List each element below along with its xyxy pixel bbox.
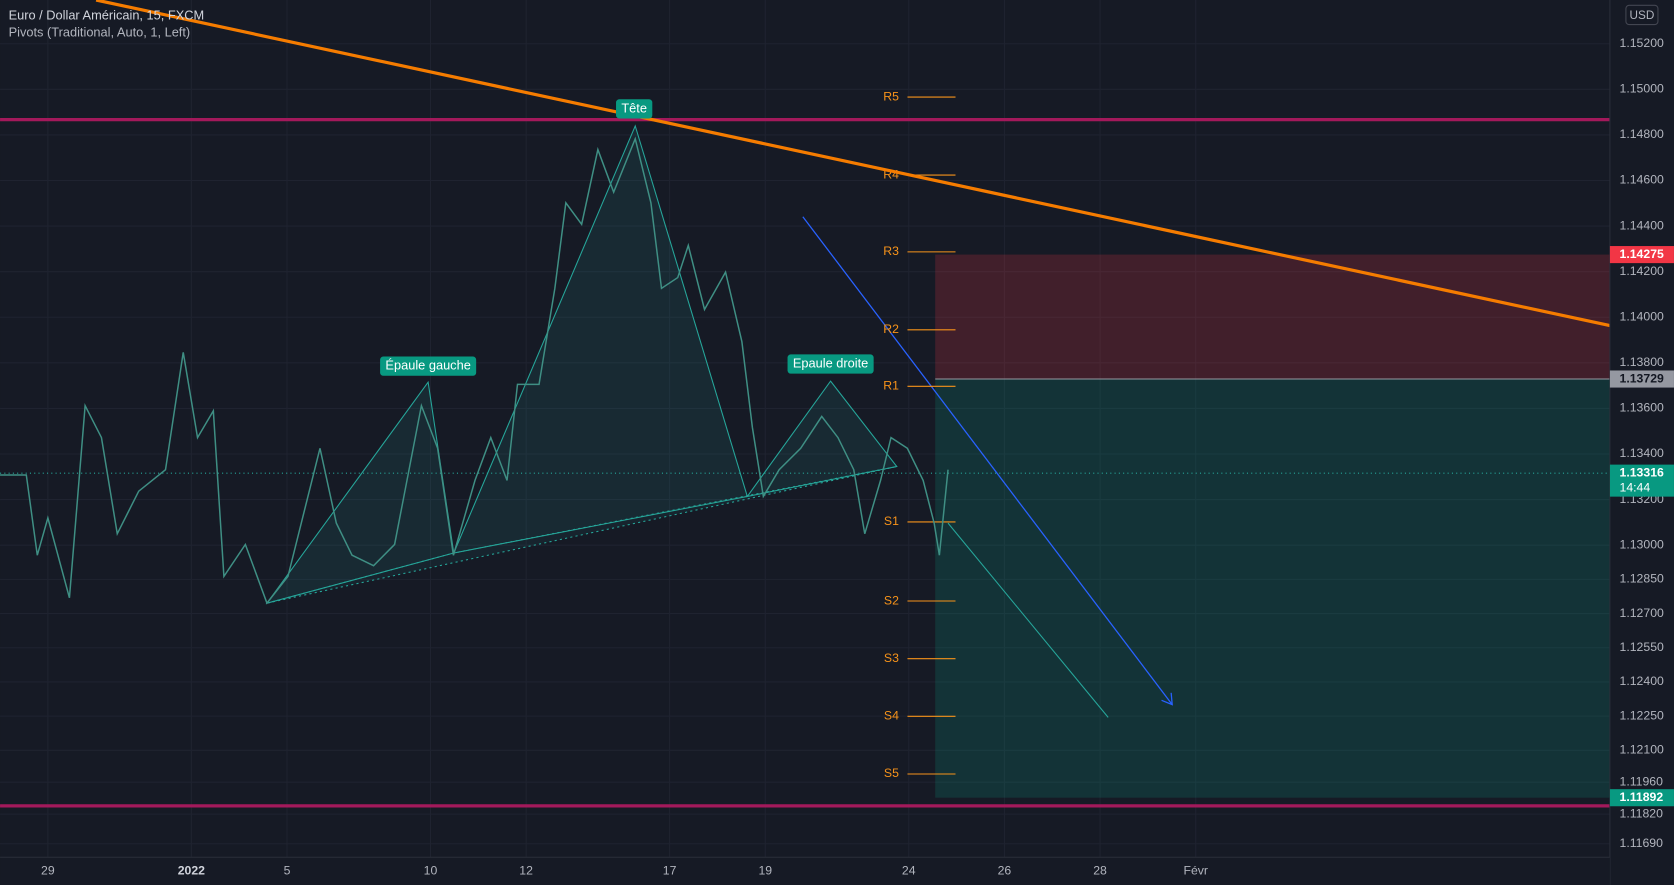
y-tick-label: 1.14000 bbox=[1620, 309, 1665, 323]
forecast-arrow bbox=[802, 216, 1173, 706]
price-tag-label: 1.14275 bbox=[1620, 247, 1665, 261]
x-tick-label: 29 bbox=[41, 863, 55, 877]
pivot-label: S2 bbox=[884, 593, 899, 607]
y-tick-label: 1.12850 bbox=[1620, 572, 1665, 586]
annotation-box bbox=[616, 99, 653, 119]
price-tag-label: 1.13316 bbox=[1620, 465, 1665, 479]
y-tick-label: 1.15200 bbox=[1620, 36, 1665, 50]
position-tool bbox=[935, 254, 1610, 798]
indicator-label: Pivots (Traditional, Auto, 1, Left) bbox=[9, 24, 191, 39]
y-tick-label: 1.12700 bbox=[1620, 606, 1665, 620]
x-tick-label: 2022 bbox=[178, 863, 205, 877]
target-zone bbox=[935, 379, 1610, 798]
price-tag bbox=[1609, 246, 1674, 264]
price-tag bbox=[1609, 370, 1674, 388]
y-tick-label: 1.12400 bbox=[1620, 674, 1665, 688]
y-tick-label: 1.12550 bbox=[1620, 640, 1665, 654]
x-tick-label: 17 bbox=[663, 863, 677, 877]
x-tick-label: 26 bbox=[998, 863, 1012, 877]
stop-zone bbox=[935, 254, 1610, 380]
axes: 1.15200 1.15000 1.14800 1.14600 1.14400 1.142… bbox=[41, 36, 1674, 877]
x-tick-label: 28 bbox=[1093, 863, 1107, 877]
price-tag-label: 1.11892 bbox=[1620, 790, 1664, 804]
currency[interactable]: USD bbox=[1630, 9, 1655, 22]
y-tick-label: 1.13400 bbox=[1620, 446, 1665, 460]
y-tick-label: 1.14200 bbox=[1620, 264, 1665, 278]
time-axis bbox=[0, 857, 1610, 885]
pivot-label: R2 bbox=[883, 322, 899, 336]
annotation: Tête bbox=[621, 100, 647, 115]
x-tick-label: 5 bbox=[284, 863, 291, 877]
arrow-line bbox=[802, 216, 1173, 705]
neckline bbox=[266, 465, 897, 604]
price-tag-label: 1.13729 bbox=[1620, 371, 1665, 385]
right-shoulder bbox=[746, 380, 898, 498]
pivot-label: S5 bbox=[884, 766, 899, 780]
pivot-label: S3 bbox=[884, 651, 899, 665]
x-tick-label: 10 bbox=[424, 863, 438, 877]
price-tag bbox=[1609, 789, 1674, 807]
y-tick-label: 1.14400 bbox=[1620, 218, 1665, 232]
y-tick-label: 1.11820 bbox=[1620, 806, 1664, 820]
y-tick-label: 1.14600 bbox=[1620, 173, 1665, 187]
y-tick-label: 1.14800 bbox=[1620, 127, 1665, 141]
y-tick-label: 1.13800 bbox=[1620, 355, 1665, 369]
price-tag bbox=[1609, 464, 1674, 497]
trend-line bbox=[95, 0, 1611, 328]
x-tick-label: Févr bbox=[1183, 863, 1208, 877]
x-tick-label: 24 bbox=[902, 863, 916, 877]
y-tick-label: 1.12100 bbox=[1620, 743, 1665, 757]
y-tick-label: 1.15000 bbox=[1620, 82, 1665, 96]
annotation-box bbox=[380, 356, 477, 376]
y-tick-label: 1.12250 bbox=[1620, 708, 1665, 722]
currency-box bbox=[1625, 4, 1659, 26]
x-tick-label: 12 bbox=[519, 863, 533, 877]
y-tick-label: 1.11690 bbox=[1620, 836, 1664, 850]
annotations: Épaule gauche Tête Epaule droite bbox=[380, 99, 874, 376]
grid bbox=[0, 0, 1610, 858]
arrow-head bbox=[1161, 692, 1173, 706]
countdown: 14:44 bbox=[1620, 480, 1651, 494]
pivot-label: R5 bbox=[883, 89, 899, 103]
pivot-label: S4 bbox=[884, 709, 899, 723]
chart-title: Euro / Dollar Américain, 15, FXCM bbox=[9, 7, 205, 22]
pivot-label: R3 bbox=[883, 244, 899, 258]
annotation-box bbox=[787, 354, 874, 374]
price-axis bbox=[1609, 0, 1674, 885]
pivot-label: R1 bbox=[883, 379, 899, 393]
x-tick-label: 19 bbox=[758, 863, 772, 877]
y-tick-label: 1.11960 bbox=[1620, 774, 1664, 788]
pattern bbox=[265, 124, 1109, 718]
target-line bbox=[947, 522, 1109, 718]
annotation: Epaule droite bbox=[793, 355, 868, 370]
y-tick-label: 1.13000 bbox=[1620, 537, 1665, 551]
annotation: Épaule gauche bbox=[385, 358, 470, 373]
price-line bbox=[0, 136, 949, 605]
y-tick-label: 1.13600 bbox=[1620, 401, 1665, 415]
pivot-label: S1 bbox=[884, 514, 899, 528]
